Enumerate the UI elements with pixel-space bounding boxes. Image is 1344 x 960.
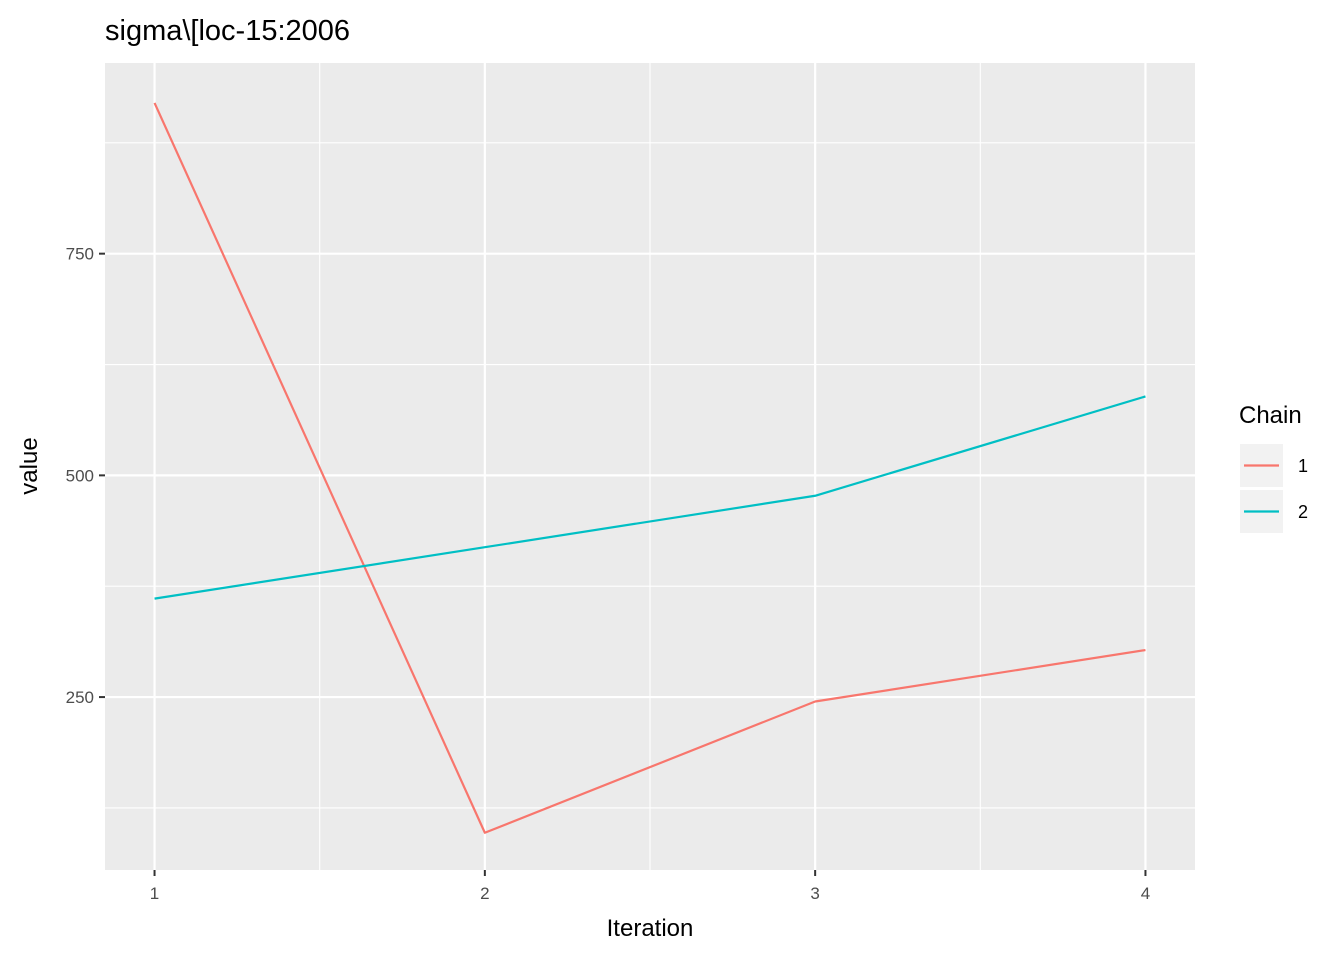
series-line-2 bbox=[154, 395, 1146, 600]
legend-items: 12 bbox=[1240, 444, 1308, 533]
legend-title: Chain bbox=[1239, 402, 1302, 429]
x-axis-title: Iteration bbox=[607, 915, 694, 942]
legend-item-1: 1 bbox=[1240, 444, 1308, 487]
x-tick-label-1: 2 bbox=[480, 884, 489, 903]
x-tick-label-3: 4 bbox=[1141, 884, 1150, 903]
y-tick-label-0: 250 bbox=[66, 688, 94, 707]
legend-label-1: 1 bbox=[1298, 456, 1308, 476]
legend-item-2: 2 bbox=[1240, 490, 1308, 533]
series-layer bbox=[153, 102, 1146, 834]
legend: Chain 12 bbox=[1239, 402, 1308, 533]
x-tick-label-2: 3 bbox=[810, 884, 819, 903]
y-tick-label-1: 500 bbox=[66, 466, 94, 485]
x-tick-label-0: 1 bbox=[150, 884, 159, 903]
y-axis-title: value bbox=[16, 437, 43, 494]
y-tick-label-2: 750 bbox=[66, 245, 94, 264]
legend-label-2: 2 bbox=[1298, 502, 1308, 522]
x-axis: 1 2 3 4 bbox=[150, 870, 1150, 903]
series-line-1 bbox=[153, 102, 1146, 834]
chart-title: sigma\[loc-15:2006 bbox=[105, 15, 350, 47]
grid-minor bbox=[105, 63, 1195, 870]
y-axis: 250 500 750 bbox=[66, 245, 105, 707]
grid-major bbox=[105, 63, 1195, 870]
